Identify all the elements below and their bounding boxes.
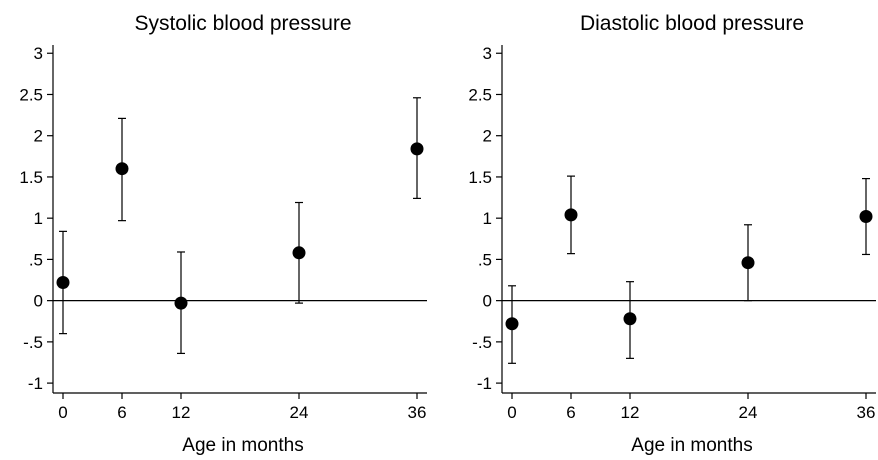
y-tick-label: .5 bbox=[478, 250, 492, 269]
y-tick-label: 1.5 bbox=[19, 168, 43, 187]
x-tick-label: 12 bbox=[172, 403, 191, 422]
y-tick-label: -1 bbox=[477, 374, 492, 393]
data-point bbox=[505, 317, 519, 331]
data-point bbox=[859, 210, 873, 224]
y-tick-label: 2.5 bbox=[468, 85, 492, 104]
y-tick-label: 3 bbox=[34, 44, 43, 63]
data-point bbox=[410, 142, 424, 156]
x-tick-label: 36 bbox=[857, 403, 876, 422]
x-tick-label: 0 bbox=[507, 403, 516, 422]
x-tick-label: 6 bbox=[117, 403, 126, 422]
x-tick-label: 24 bbox=[290, 403, 309, 422]
x-tick-label: 12 bbox=[621, 403, 640, 422]
y-tick-label: 2 bbox=[34, 127, 43, 146]
y-tick-label: 2.5 bbox=[19, 85, 43, 104]
x-tick-label: 24 bbox=[739, 403, 758, 422]
y-tick-label: 1.5 bbox=[468, 168, 492, 187]
data-point bbox=[292, 246, 306, 260]
y-tick-label: -.5 bbox=[472, 333, 492, 352]
x-tick-label: 0 bbox=[58, 403, 67, 422]
data-point bbox=[115, 162, 129, 176]
chart-title: Diastolic blood pressure bbox=[580, 12, 804, 35]
y-tick-label: 0 bbox=[34, 292, 43, 311]
chart-panel-2: Diastolic blood pressure -1 -.5 0 .5 1 1.5 2 2.5… bbox=[468, 12, 876, 456]
x-axis-label: Age in months bbox=[182, 435, 303, 455]
y-tick-label: -1 bbox=[28, 374, 43, 393]
y-tick-label: 1 bbox=[34, 209, 43, 228]
data-point bbox=[623, 312, 637, 326]
y-tick-label: 0 bbox=[483, 292, 492, 311]
x-tick-label: 6 bbox=[566, 403, 575, 422]
data-point bbox=[56, 275, 70, 289]
x-axis-label: Age in months bbox=[631, 435, 752, 455]
y-tick-label: 1 bbox=[483, 209, 492, 228]
x-tick-label: 36 bbox=[408, 403, 427, 422]
chart-panel-1: Systolic blood pressure -1 -.5 0 .5 1 1.5 2 2.5 3… bbox=[19, 12, 427, 456]
data-point bbox=[564, 208, 578, 222]
y-tick-label: 3 bbox=[483, 44, 492, 63]
y-tick-label: 2 bbox=[483, 127, 492, 146]
data-point bbox=[741, 256, 755, 270]
y-tick-label: .5 bbox=[29, 250, 43, 269]
data-point bbox=[174, 296, 188, 310]
y-tick-label: -.5 bbox=[23, 333, 43, 352]
chart-title: Systolic blood pressure bbox=[134, 12, 351, 35]
